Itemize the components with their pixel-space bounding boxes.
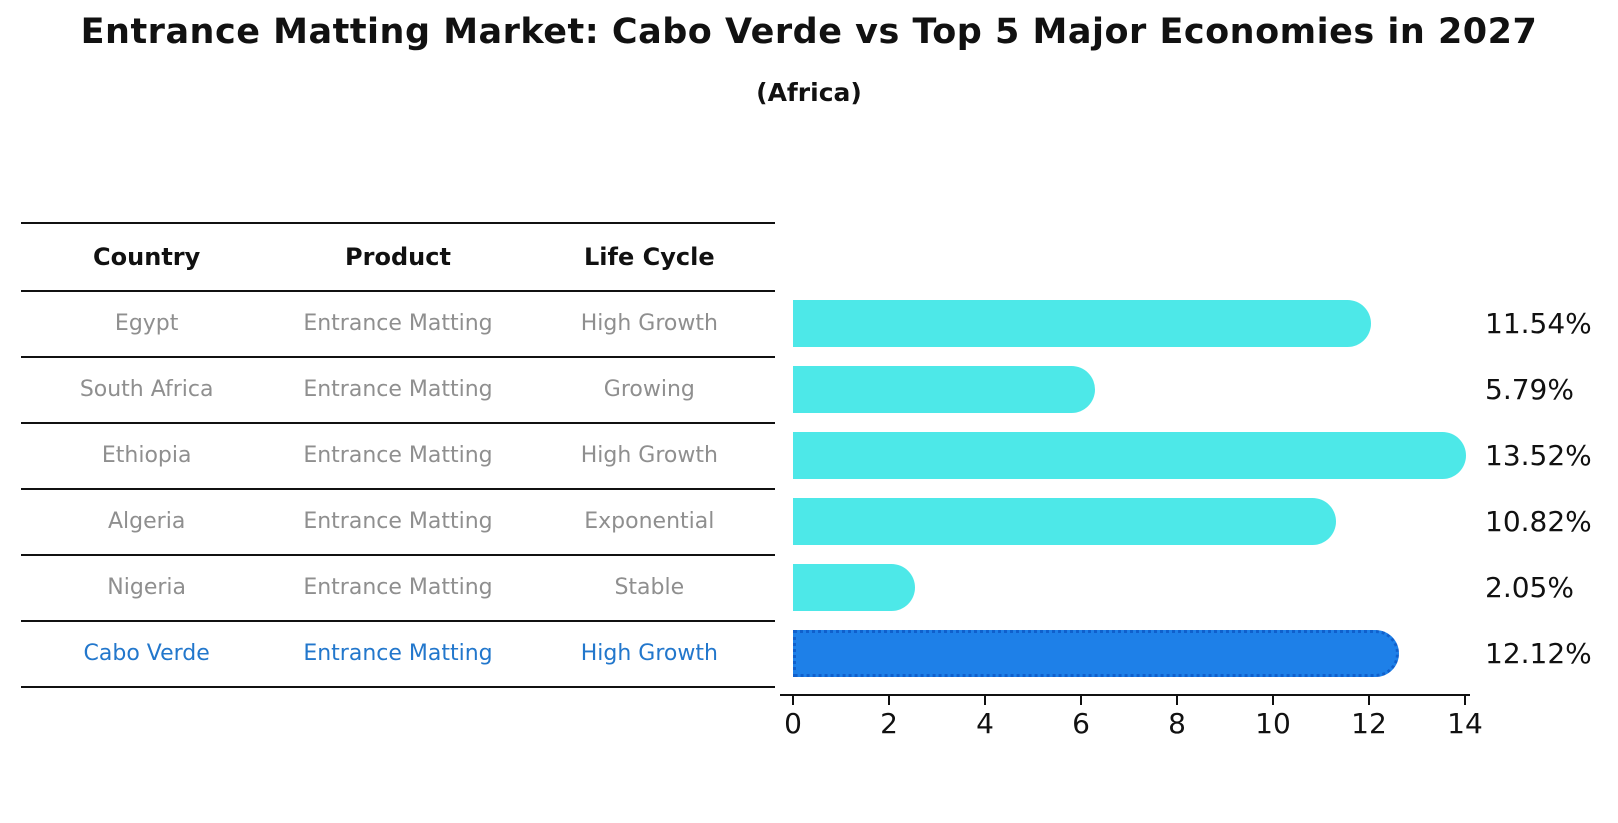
x-axis-tick — [1080, 696, 1082, 705]
bar — [793, 365, 1095, 413]
table-cell: Entrance Matting — [303, 376, 493, 402]
bar — [793, 563, 915, 611]
table-cell: High Growth — [580, 310, 718, 336]
x-axis-tick-label: 12 — [1351, 707, 1387, 740]
chart-title: Entrance Matting Market: Cabo Verde vs T… — [80, 12, 1538, 52]
table-row: Ethiopia Entrance Matting High Growth — [21, 424, 775, 490]
x-axis-tick — [1176, 696, 1178, 705]
table-cell: Entrance Matting — [303, 508, 493, 534]
x-axis-tick-label: 4 — [976, 707, 994, 740]
x-axis-tick — [1464, 696, 1466, 705]
bar — [793, 299, 1371, 347]
table-cell: Growing — [603, 376, 695, 402]
table-cell: Entrance Matting — [303, 310, 493, 336]
table-row: Nigeria Entrance Matting Stable — [21, 556, 775, 622]
x-axis-tick-label: 0 — [784, 707, 802, 740]
table-cell: South Africa — [79, 376, 214, 402]
table-cell: Cabo Verde — [83, 640, 210, 666]
x-axis-tick-label: 10 — [1255, 707, 1291, 740]
x-axis-tick-label: 8 — [1168, 707, 1186, 740]
data-table: Country Product Life Cycle Egypt Entrance Ma… — [21, 222, 775, 688]
bar — [793, 497, 1336, 545]
value-label: 5.79% — [1485, 372, 1574, 406]
table-cell: Stable — [614, 574, 685, 600]
table-row: Cabo Verde Entrance Matting High Growth — [21, 622, 775, 688]
x-axis-tick-label: 14 — [1447, 707, 1483, 740]
table-header-cell: Life Cycle — [584, 242, 715, 271]
table-header-cell: Country — [93, 242, 201, 271]
table-cell: Exponential — [584, 508, 715, 534]
table-cell: Egypt — [114, 310, 179, 336]
table-cell: Nigeria — [107, 574, 187, 600]
x-axis-tick — [1368, 696, 1370, 705]
value-label: 11.54% — [1485, 306, 1592, 340]
x-axis-tick-label: 2 — [880, 707, 898, 740]
value-label: 12.12% — [1485, 636, 1592, 670]
x-axis-tick-label: 6 — [1072, 707, 1090, 740]
table-header-row: Country Product Life Cycle — [21, 222, 775, 292]
x-axis-tick — [888, 696, 890, 705]
table-row: South Africa Entrance Matting Growing — [21, 358, 775, 424]
x-axis — [780, 694, 1470, 696]
table-cell: Entrance Matting — [303, 574, 493, 600]
value-label: 13.52% — [1485, 438, 1592, 472]
value-label: 2.05% — [1485, 570, 1574, 604]
table-cell: High Growth — [580, 442, 718, 468]
table-cell: High Growth — [580, 640, 718, 666]
chart-subtitle: (Africa) — [756, 78, 862, 107]
table-cell: Entrance Matting — [303, 442, 493, 468]
table-row: Egypt Entrance Matting High Growth — [21, 292, 775, 358]
bar — [793, 431, 1466, 479]
table-cell: Ethiopia — [101, 442, 192, 468]
table-cell: Entrance Matting — [303, 640, 493, 666]
table-cell: Algeria — [108, 508, 186, 534]
table-header-cell: Product — [345, 242, 451, 271]
table-row: Algeria Entrance Matting Exponential — [21, 490, 775, 556]
x-axis-tick — [1272, 696, 1274, 705]
x-axis-tick — [792, 696, 794, 705]
bar-highlight — [793, 629, 1399, 677]
value-label: 10.82% — [1485, 504, 1592, 538]
x-axis-tick — [984, 696, 986, 705]
